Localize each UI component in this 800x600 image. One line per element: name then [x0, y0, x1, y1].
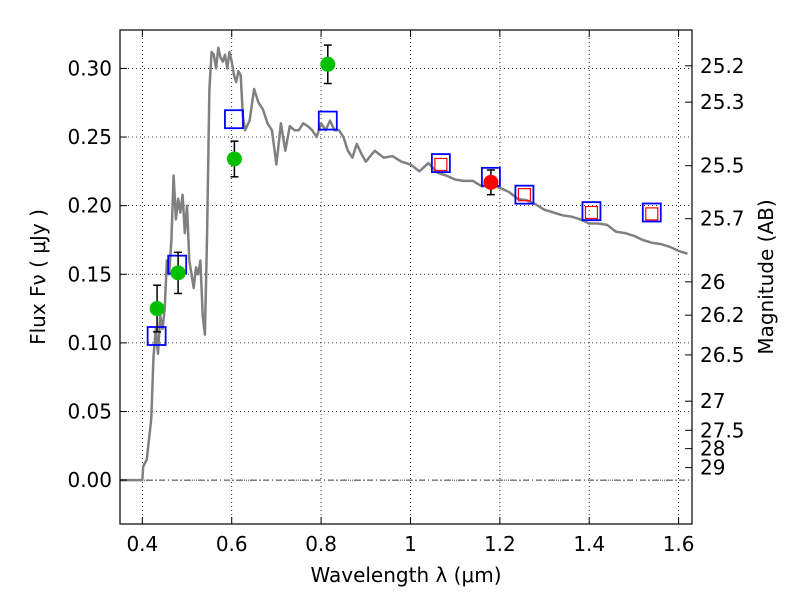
- data-point: [320, 56, 336, 72]
- mag-tick-label: 25.2: [700, 54, 745, 78]
- axis-ticks: 0.4 0.6 0.8 1 1.2 1.4 1.6 0.00 0.05 0.10 0.15 0.20 0…: [67, 30, 745, 556]
- x-tick-label: 1: [404, 532, 417, 556]
- mag-tick-label: 25.5: [700, 154, 745, 178]
- y-tick-label: 0.30: [67, 56, 112, 80]
- x-tick-label: 1.6: [663, 532, 695, 556]
- x-tick-label: 1.2: [484, 532, 516, 556]
- data-point: [483, 174, 499, 190]
- y-tick-label: 0.25: [67, 125, 112, 149]
- data-point: [170, 265, 186, 281]
- x-tick-label: 0.8: [305, 532, 337, 556]
- limit-square-marker: [434, 157, 448, 172]
- y-tick-label: 0.10: [67, 331, 112, 355]
- y-tick-label: 0.20: [67, 194, 112, 218]
- mag-tick-label: 27: [700, 389, 725, 413]
- mag-tick-label: 26: [700, 270, 725, 294]
- y-tick-label: 0.05: [67, 399, 112, 423]
- plot-area: [120, 44, 688, 482]
- y2-axis-title: Magnitude (AB): [754, 199, 778, 354]
- limit-square-marker: [517, 188, 532, 202]
- mag-tick-label: 27.5: [700, 418, 745, 442]
- sed-curve: [120, 46, 688, 482]
- limit-square-marker: [645, 207, 659, 221]
- mag-tick-label: 25.3: [700, 90, 745, 114]
- model-square-marker: [317, 110, 338, 131]
- model-square-marker: [641, 202, 662, 223]
- model-square-marker: [514, 184, 535, 205]
- y-tick-label: 0.00: [67, 468, 112, 492]
- plot-frame: [119, 29, 693, 525]
- mag-tick-label: 25.7: [700, 207, 745, 231]
- mag-tick-label: 26.2: [700, 303, 745, 327]
- limit-square-marker: [584, 205, 599, 220]
- model-square-marker: [430, 153, 451, 174]
- x-axis-title: Wavelength λ (μm): [310, 563, 501, 587]
- data-point: [226, 151, 242, 167]
- y-tick-label: 0.15: [67, 262, 112, 286]
- mag-tick-label: 29: [700, 456, 725, 480]
- data-point: [149, 301, 165, 317]
- x-tick-label: 0.6: [216, 532, 248, 556]
- x-tick-label: 0.4: [126, 532, 158, 556]
- grid-lines: [120, 30, 692, 524]
- model-square-marker: [224, 109, 244, 130]
- mag-tick-label: 26.5: [700, 343, 745, 367]
- mag-tick-label: 28: [700, 437, 725, 461]
- y-axis-title: Flux Fν ( μJy ): [26, 209, 50, 345]
- model-square-marker: [581, 201, 602, 222]
- x-tick-label: 1.4: [573, 532, 605, 556]
